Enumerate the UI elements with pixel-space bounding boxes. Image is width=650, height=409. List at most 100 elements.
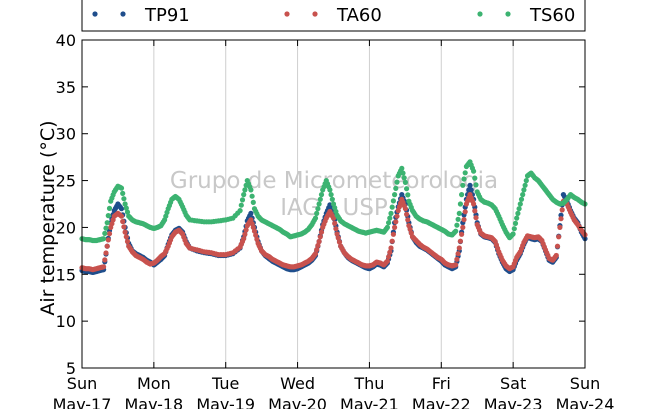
x-tick-weekday: Sun [67, 374, 97, 393]
point-TA60 [454, 256, 460, 262]
point-TS60 [327, 187, 333, 193]
point-TA60 [330, 215, 337, 221]
point-TS60 [103, 225, 109, 231]
point-TA60 [559, 207, 565, 213]
point-TA60 [472, 208, 478, 214]
point-TA60 [405, 217, 411, 223]
point-TP91 [118, 206, 125, 212]
point-TS60 [101, 236, 107, 242]
point-TS60 [400, 170, 406, 176]
point-TA60 [456, 245, 462, 251]
point-TA60 [471, 201, 477, 207]
point-TS60 [105, 213, 111, 219]
x-tick-weekday: Sat [500, 374, 526, 393]
y-tick-label: 25 [56, 172, 76, 191]
point-TS60 [457, 201, 463, 207]
point-TA60 [243, 227, 249, 233]
point-TS60 [459, 192, 465, 198]
point-TA60 [251, 228, 258, 234]
point-TA60 [312, 251, 319, 257]
x-tick-weekday: Wed [280, 374, 315, 393]
point-TS60 [387, 215, 393, 221]
point-TA60 [392, 224, 398, 230]
point-TA60 [558, 216, 564, 222]
point-TS60 [523, 178, 529, 184]
x-tick-date: Mav-19 [196, 395, 255, 409]
point-TA60 [557, 224, 563, 230]
plot-frame [81, 39, 586, 369]
point-TS60 [461, 176, 467, 182]
point-TS60 [511, 226, 517, 232]
point-TS60 [122, 201, 128, 207]
point-TA60 [335, 235, 341, 241]
y-tick-label: 20 [56, 218, 76, 237]
axis-ticks [81, 39, 586, 369]
legend-label: TA60 [336, 5, 382, 26]
legend: TP91 TA60 TS60 [81, 0, 586, 32]
point-TP91 [248, 210, 254, 216]
point-TA60 [462, 209, 468, 215]
point-TS60 [318, 192, 325, 198]
point-TS60 [401, 175, 407, 181]
point-TA60 [254, 236, 260, 242]
point-TA60 [106, 231, 113, 237]
point-TS60 [248, 187, 254, 193]
point-TS60 [473, 182, 479, 188]
point-TA60 [461, 217, 467, 223]
y-tick-label: 35 [56, 78, 76, 97]
point-TA60 [101, 264, 107, 270]
y-tick-label: 10 [56, 312, 76, 331]
x-tick-weekday: Fri [432, 374, 451, 393]
legend-label: TS60 [529, 5, 575, 26]
point-TS60 [453, 228, 459, 234]
point-TA60 [556, 234, 562, 240]
legend-item-TP91: TP91 [92, 5, 190, 26]
point-TS60 [456, 210, 462, 216]
point-TA60 [384, 258, 390, 264]
point-TA60 [387, 249, 393, 255]
point-TS60 [104, 220, 110, 226]
point-TP91 [468, 187, 474, 193]
point-TS60 [393, 185, 399, 191]
point-TS60 [405, 192, 411, 198]
point-TA60 [104, 243, 110, 249]
point-TS60 [120, 190, 126, 196]
point-TA60 [394, 213, 400, 219]
legend-marker [120, 11, 126, 17]
x-tick-labels: Sun Mav-17 Mon Mav-18 Tue Mav-19 Wed Mav-20 Thu M… [53, 374, 615, 409]
point-TA60 [389, 238, 395, 244]
point-TA60 [390, 231, 396, 237]
legend-label: TP91 [144, 5, 190, 26]
point-TA60 [388, 245, 394, 251]
point-TS60 [124, 209, 131, 215]
point-TS60 [118, 185, 125, 191]
y-tick-label: 30 [56, 125, 76, 144]
point-TS60 [329, 196, 335, 202]
x-tick-date: Mav-23 [484, 395, 543, 409]
point-TS60 [454, 222, 460, 228]
x-tick-date: Mav-21 [340, 395, 399, 409]
legend-item-TS60: TS60 [477, 5, 575, 26]
point-TS60 [312, 215, 319, 221]
x-tick-date: Mav-18 [124, 395, 183, 409]
point-TS60 [239, 197, 246, 203]
grid-lines [153, 40, 514, 368]
x-tick-weekday: Tue [211, 374, 239, 393]
legend-marker [92, 11, 98, 17]
x-tick-weekday: Mon [137, 374, 171, 393]
point-TA60 [457, 238, 463, 244]
point-TS60 [462, 170, 468, 176]
point-TA60 [122, 229, 128, 235]
point-TS60 [249, 193, 255, 199]
point-TA60 [334, 231, 340, 237]
point-TS60 [402, 179, 408, 185]
y-tick-label: 40 [56, 31, 76, 50]
point-TA60 [386, 254, 392, 260]
point-TS60 [250, 199, 256, 205]
y-axis-label: Air temperature (°C) [37, 120, 59, 315]
point-TS60 [510, 231, 516, 237]
point-TS60 [328, 192, 334, 198]
point-TA60 [120, 218, 126, 225]
y-tick-labels: 5 10 15 20 25 30 35 40 [56, 31, 76, 378]
point-TA60 [316, 238, 322, 245]
